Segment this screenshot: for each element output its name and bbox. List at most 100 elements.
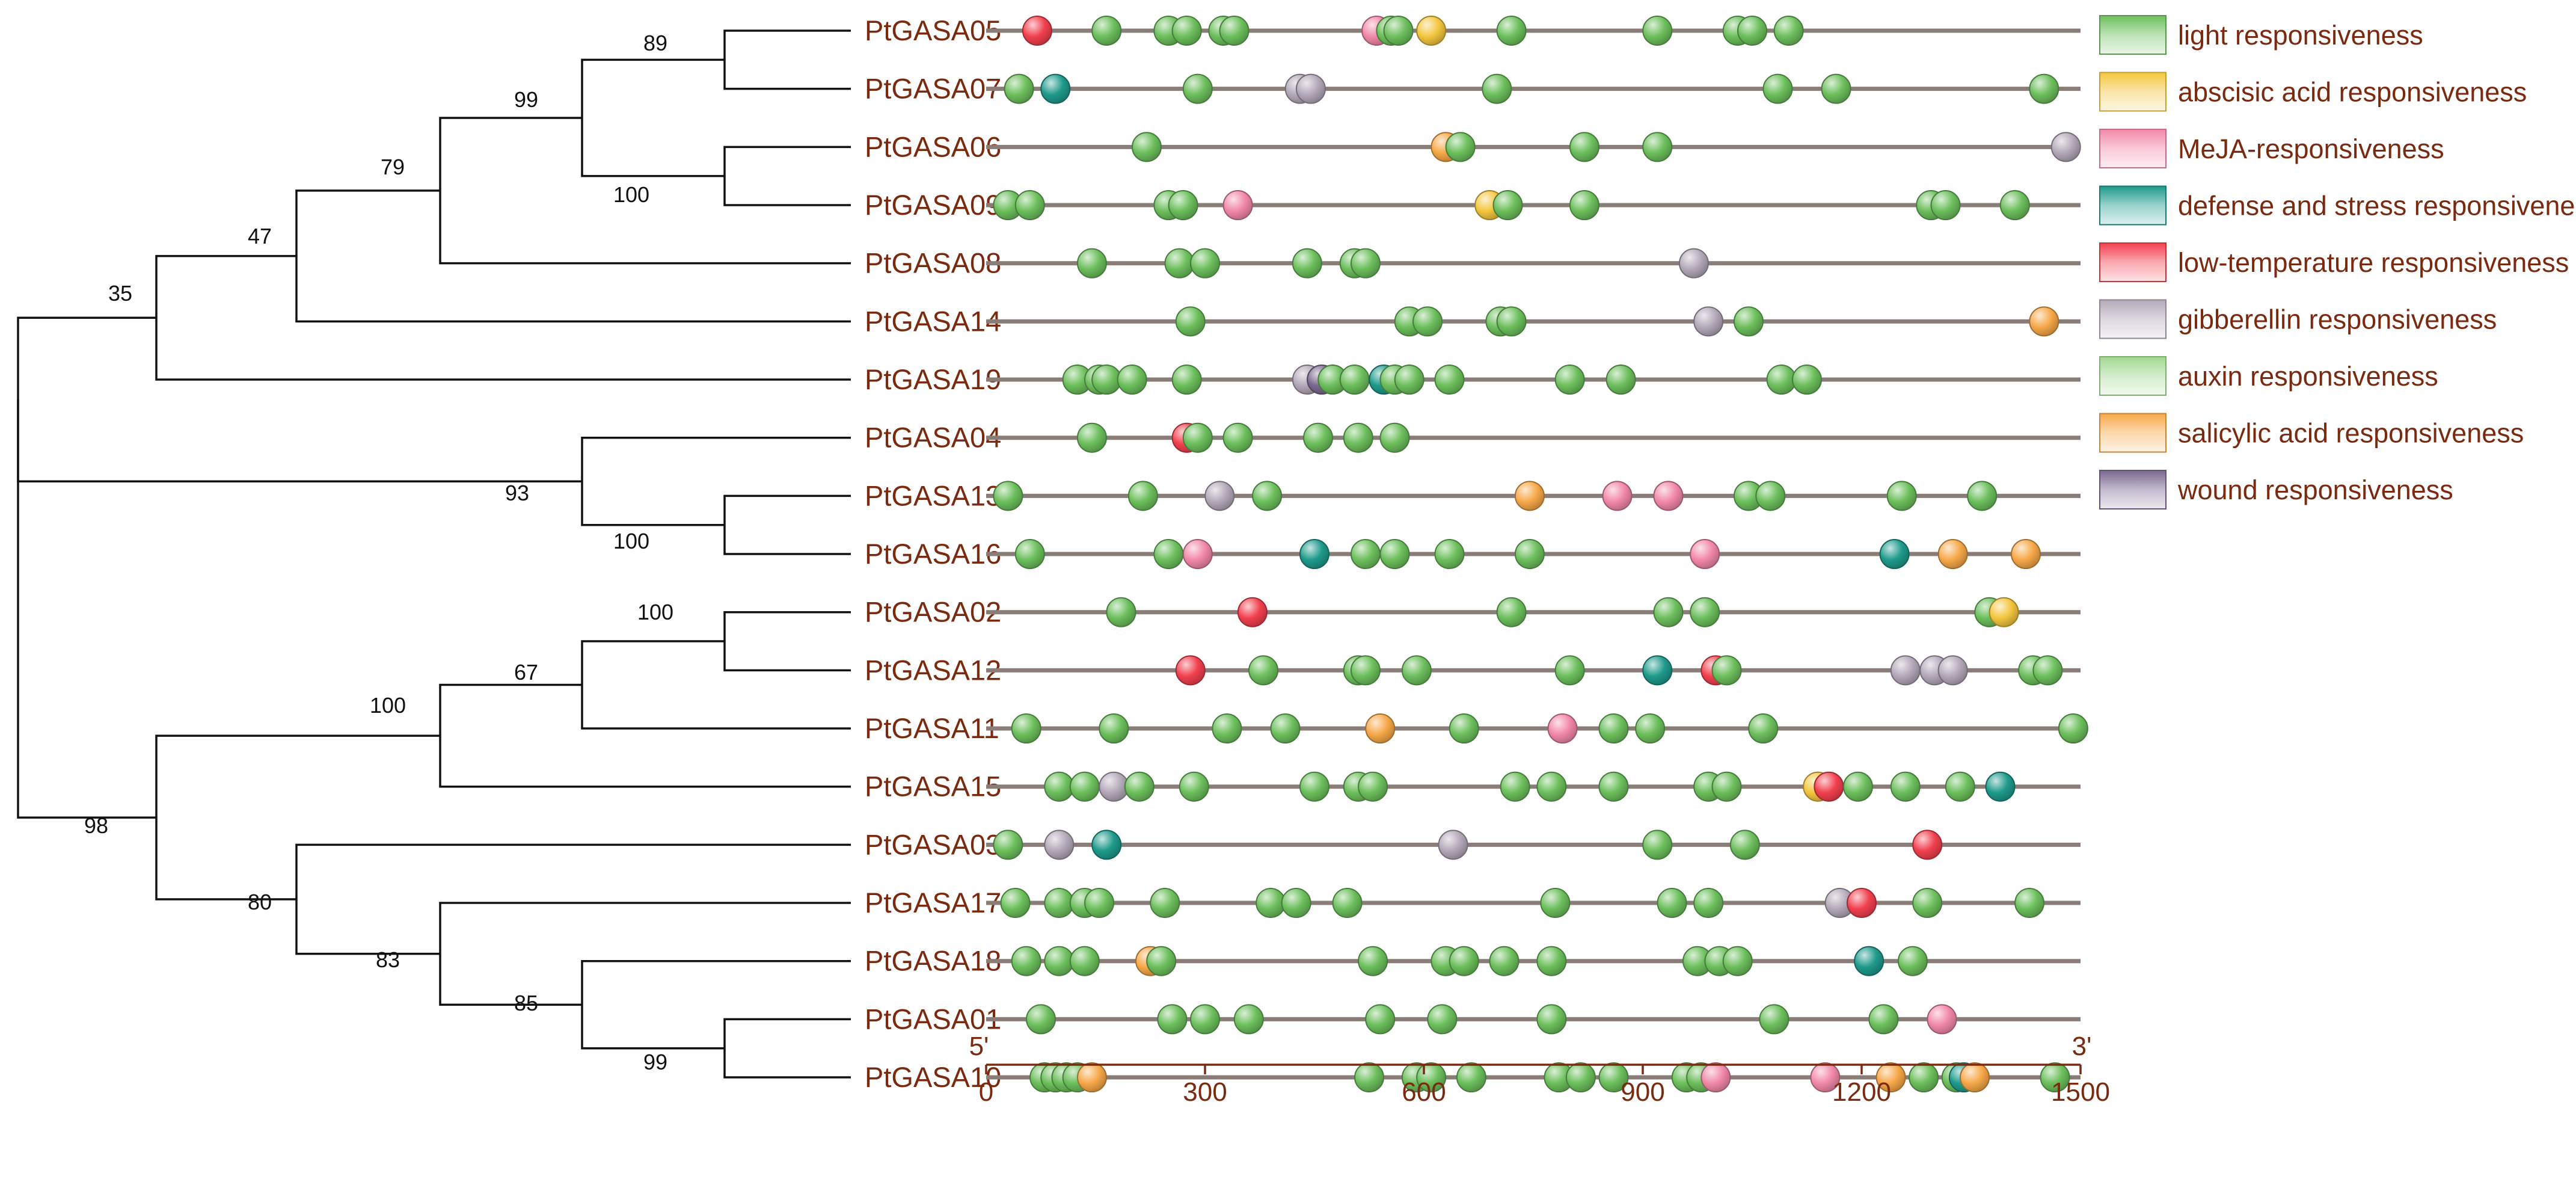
motif-light bbox=[1270, 713, 1301, 744]
motif-sa bbox=[1076, 1062, 1107, 1093]
motif-light bbox=[1821, 73, 1851, 104]
legend-label: gibberellin responsiveness bbox=[2178, 304, 2497, 335]
motif-light bbox=[1343, 422, 1373, 453]
tree-branch bbox=[581, 58, 725, 177]
motif-light bbox=[1711, 771, 1742, 802]
motif-light bbox=[1642, 132, 1673, 162]
motif-light bbox=[1890, 771, 1921, 802]
gene-label: PtGASA17 bbox=[865, 887, 1001, 919]
gene-label: PtGASA16 bbox=[865, 538, 1001, 570]
motif-light bbox=[1146, 946, 1177, 976]
bootstrap-value: 99 bbox=[514, 87, 538, 112]
motif-light bbox=[1076, 422, 1107, 453]
motif-lowtemp bbox=[1847, 888, 1877, 919]
motif-light bbox=[1412, 306, 1443, 337]
motif-light bbox=[1427, 1004, 1458, 1035]
gene-track: PtGASA18 bbox=[865, 945, 2081, 977]
gene-track: PtGASA09 bbox=[865, 189, 2081, 221]
motif-gib bbox=[1204, 481, 1235, 511]
legend-item-meja: MeJA-responsiveness bbox=[2099, 129, 2444, 168]
motif-light bbox=[1222, 422, 1253, 453]
motif-light bbox=[1598, 771, 1629, 802]
motif-light bbox=[1748, 713, 1779, 744]
axis-tick-label: 300 bbox=[1183, 1077, 1227, 1107]
motif-light bbox=[1091, 16, 1122, 46]
motif-light bbox=[1792, 365, 1822, 395]
motif-light bbox=[1190, 248, 1220, 279]
bootstrap-value: 100 bbox=[613, 182, 649, 207]
motif-gib bbox=[2050, 132, 2081, 162]
gene-track: PtGASA08 bbox=[865, 247, 2081, 279]
gene-label: PtGASA09 bbox=[865, 189, 1001, 221]
tree-branch bbox=[155, 734, 440, 900]
motif-light bbox=[1434, 539, 1465, 570]
motif-sa bbox=[1514, 481, 1545, 511]
motif-light bbox=[1339, 365, 1370, 395]
gene-label: PtGASA13 bbox=[865, 479, 1001, 511]
motif-light bbox=[1150, 888, 1180, 919]
motif-light bbox=[1044, 946, 1075, 976]
motif-defense bbox=[1879, 539, 1910, 570]
motif-light bbox=[1759, 1004, 1789, 1035]
motif-light bbox=[1000, 888, 1031, 919]
motif-light bbox=[1930, 190, 1961, 221]
gene-label: PtGASA04 bbox=[865, 422, 1001, 454]
motif-light bbox=[1693, 888, 1724, 919]
gene-track: PtGASA12 bbox=[865, 654, 2081, 686]
motif-gib bbox=[1438, 830, 1468, 860]
motif-light bbox=[1383, 16, 1414, 46]
legend-swatch bbox=[2099, 413, 2167, 453]
motif-gib bbox=[1295, 73, 1326, 104]
tree-branch bbox=[155, 254, 851, 381]
motif-light bbox=[1536, 946, 1567, 976]
motif-light bbox=[1069, 946, 1100, 976]
tree-branch bbox=[723, 1018, 851, 1079]
gene-track: PtGASA13 bbox=[865, 479, 2081, 511]
motif-light bbox=[1014, 539, 1045, 570]
bootstrap-value: 100 bbox=[613, 529, 649, 553]
motif-meja bbox=[1927, 1004, 1957, 1035]
motif-light bbox=[1766, 365, 1797, 395]
bootstrap-value: 85 bbox=[514, 991, 538, 1015]
motif-light bbox=[1212, 713, 1242, 744]
gene-track: PtGASA05 bbox=[865, 14, 2081, 46]
tree-branch bbox=[17, 399, 156, 819]
legend-swatch bbox=[2099, 356, 2167, 396]
motif-light bbox=[1153, 539, 1184, 570]
motif-light bbox=[1500, 771, 1530, 802]
tree-branch bbox=[439, 902, 851, 1006]
motif-light bbox=[1449, 713, 1479, 744]
motif-lowtemp bbox=[1814, 771, 1844, 802]
motif-light bbox=[1737, 16, 1767, 46]
motif-light bbox=[1379, 422, 1410, 453]
motif-lowtemp bbox=[1175, 655, 1206, 686]
motif-light bbox=[1449, 946, 1479, 976]
gene-track: PtGASA14 bbox=[865, 305, 2081, 337]
bootstrap-value: 80 bbox=[248, 890, 272, 914]
motif-gib bbox=[1678, 248, 1709, 279]
motif-light bbox=[1190, 1004, 1220, 1035]
motif-gib bbox=[1693, 306, 1724, 337]
bootstrap-value: 100 bbox=[637, 600, 673, 624]
motif-sa bbox=[1937, 539, 1968, 570]
motif-light bbox=[1598, 713, 1629, 744]
legend-label: light responsiveness bbox=[2178, 20, 2423, 51]
legend-item-sa: salicylic acid responsiveness bbox=[2099, 413, 2524, 453]
motif-sa bbox=[1875, 1062, 1906, 1093]
motif-light bbox=[1514, 539, 1545, 570]
motif-light bbox=[1868, 1004, 1899, 1035]
motif-light bbox=[1456, 1062, 1486, 1093]
tree-branch bbox=[723, 611, 851, 672]
promoter-tracks: PtGASA05 PtGASA07 PtGASA06 PtGASA09 PtGASA08… bbox=[865, 14, 2088, 1093]
motif-gib bbox=[1937, 655, 1968, 686]
tree-branch bbox=[723, 494, 851, 555]
motif-light bbox=[1722, 946, 1753, 976]
motif-light bbox=[1657, 888, 1687, 919]
legend: light responsiveness abscisic acid respon… bbox=[2099, 15, 2576, 509]
motif-meja bbox=[1653, 481, 1684, 511]
motif-light bbox=[1354, 1062, 1384, 1093]
motif-light bbox=[1569, 190, 1599, 221]
motif-light bbox=[1842, 771, 1873, 802]
